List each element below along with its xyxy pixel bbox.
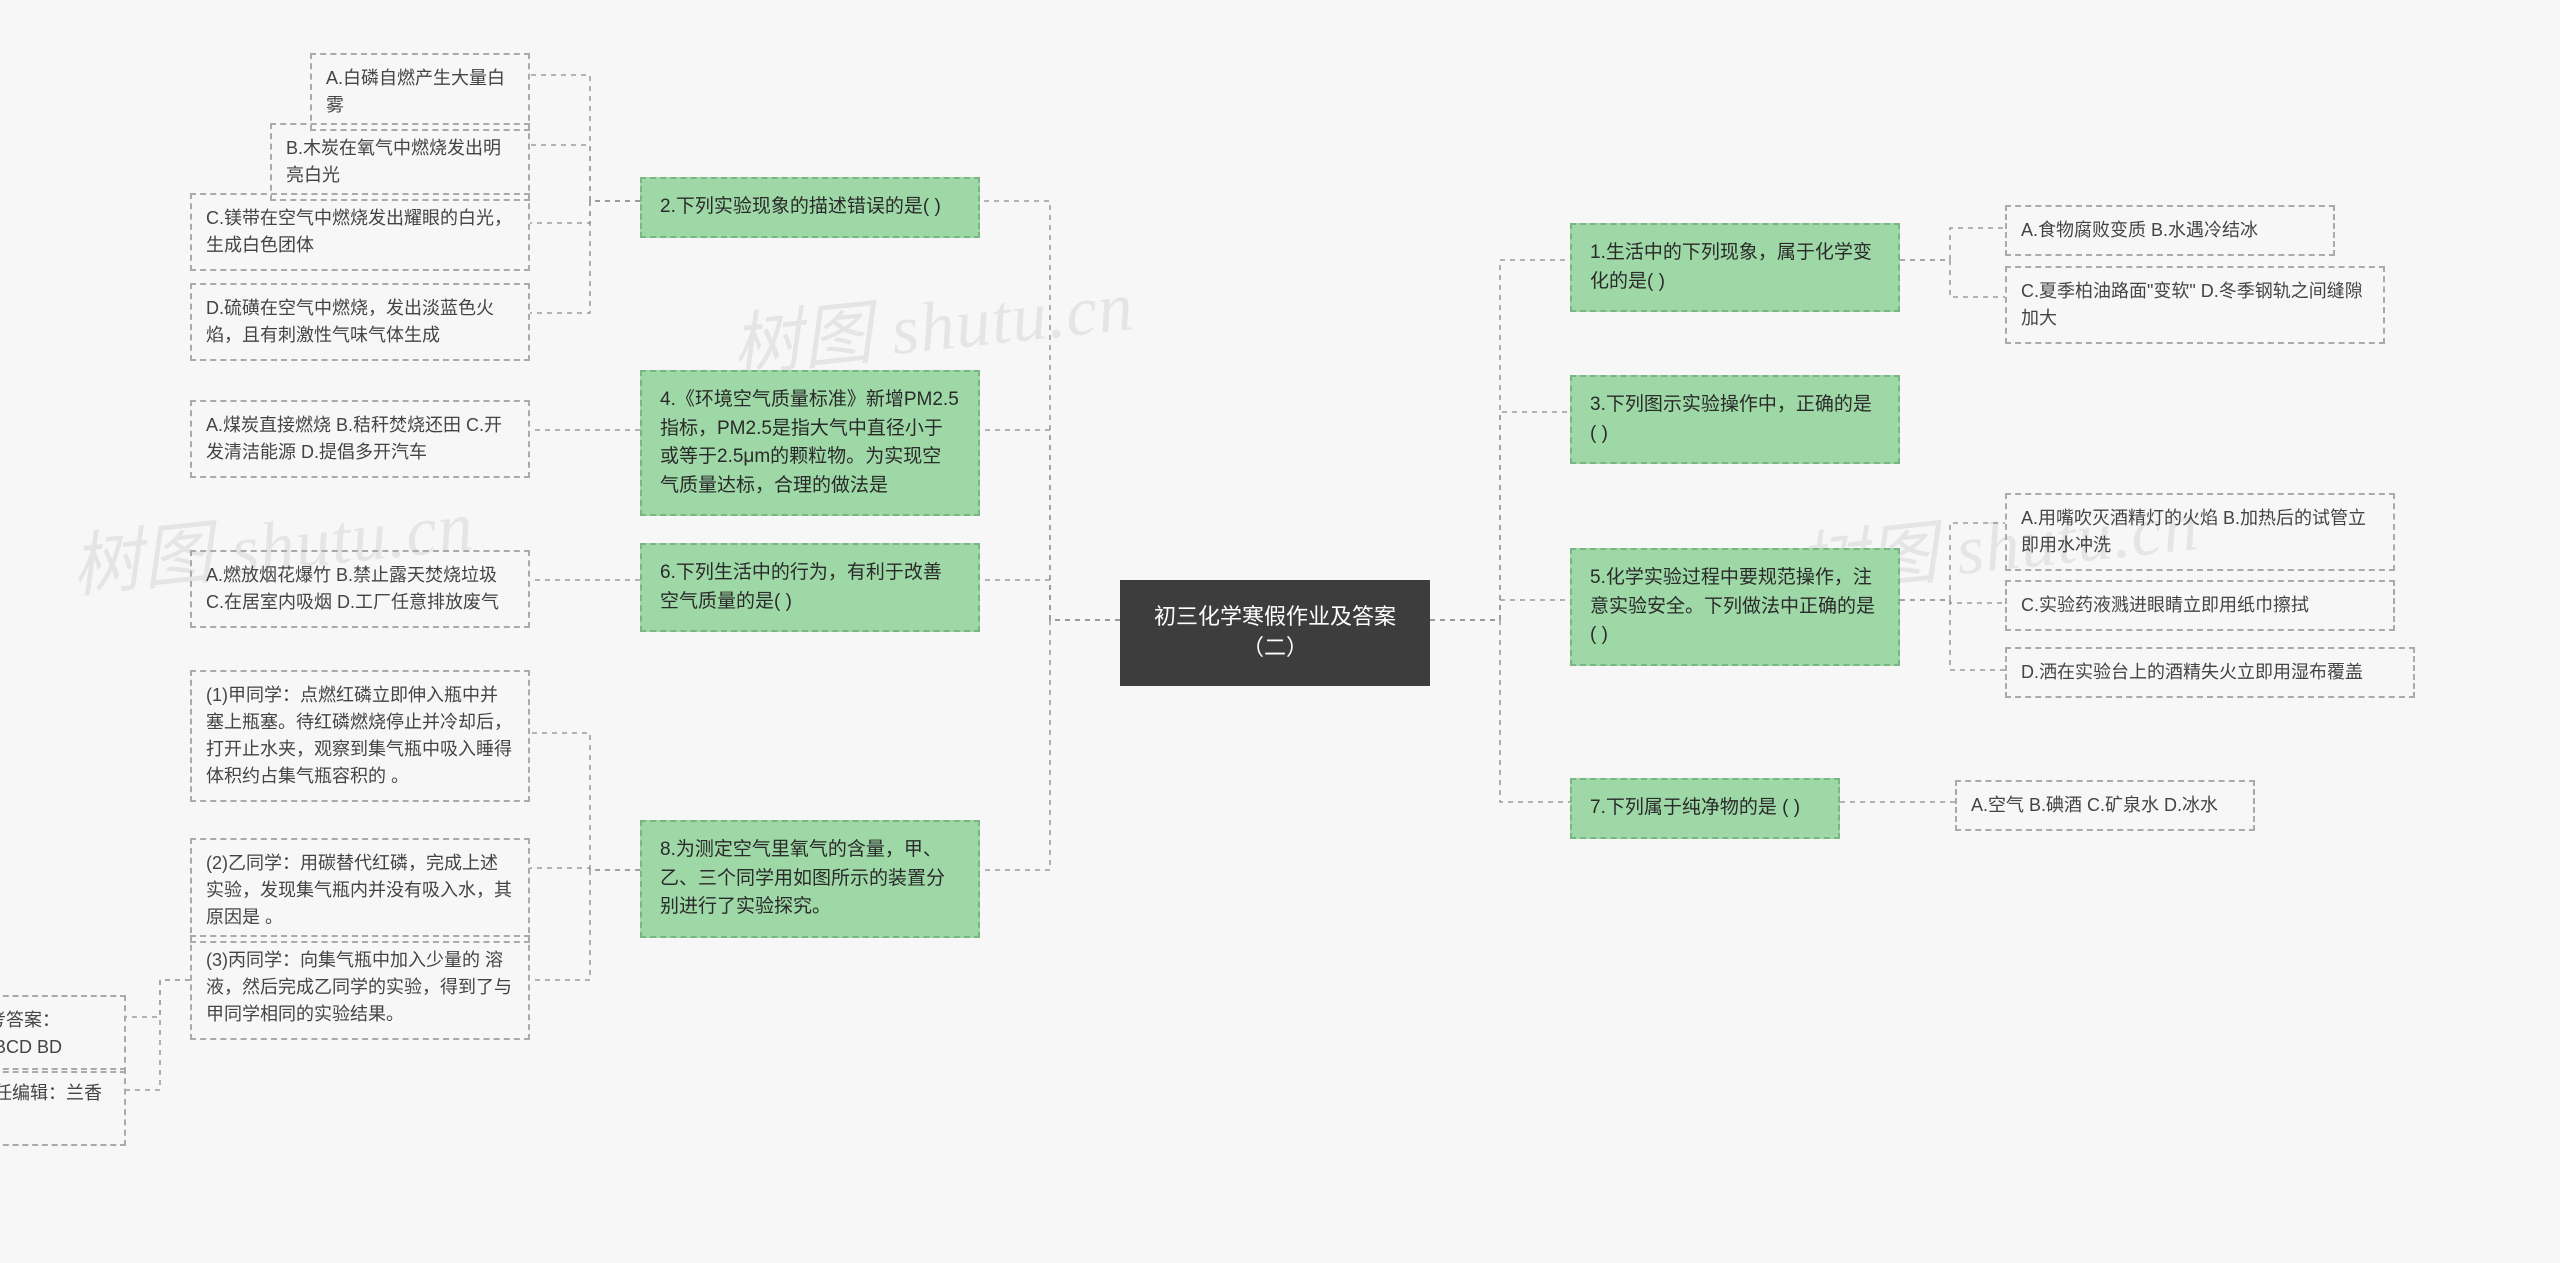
branch-q1: 1.生活中的下列现象，属于化学变化的是( ) <box>1570 223 1900 312</box>
leaf-q1-b: C.夏季柏油路面"变软" D.冬季钢轨之间缝隙加大 <box>2005 266 2385 344</box>
leaf-q2-a: A.白磷自燃产生大量白雾 <box>310 53 530 131</box>
branch-q7: 7.下列属于纯净物的是 ( ) <box>1570 778 1840 839</box>
leaf-q1-a: A.食物腐败变质 B.水遇冷结冰 <box>2005 205 2335 256</box>
leaf-q6-a: A.燃放烟花爆竹 B.禁止露天焚烧垃圾 C.在居室内吸烟 D.工厂任意排放废气 <box>190 550 530 628</box>
leaf-editor: (责任编辑：兰香子) <box>0 1068 126 1146</box>
leaf-q8-a: (1)甲同学：点燃红磷立即伸入瓶中并塞上瓶塞。待红磷燃烧停止并冷却后，打开止水夹… <box>190 670 530 802</box>
leaf-q5-a: A.用嘴吹灭酒精灯的火焰 B.加热后的试管立即用水冲洗 <box>2005 493 2395 571</box>
branch-q6: 6.下列生活中的行为，有利于改善空气质量的是( ) <box>640 543 980 632</box>
branch-q8: 8.为测定空气里氧气的含量，甲、乙、三个同学用如图所示的装置分别进行了实验探究。 <box>640 820 980 938</box>
branch-q3: 3.下列图示实验操作中，正确的是 ( ) <box>1570 375 1900 464</box>
branch-q5: 5.化学实验过程中要规范操作，注意实验安全。下列做法中正确的是( ) <box>1570 548 1900 666</box>
mindmap-canvas: 树图 shutu.cn 树图 shutu.cn 树图 shutu.cn <box>0 0 2560 1263</box>
leaf-q5-c: D.洒在实验台上的酒精失火立即用湿布覆盖 <box>2005 647 2415 698</box>
leaf-q5-b: C.实验药液溅进眼睛立即用纸巾擦拭 <box>2005 580 2395 631</box>
leaf-q8-b: (2)乙同学：用碳替代红磷，完成上述实验，发现集气瓶内并没有吸入水，其原因是 。 <box>190 838 530 943</box>
leaf-q8-c: (3)丙同学：向集气瓶中加入少量的 溶液，然后完成乙同学的实验，得到了与甲同学相… <box>190 935 530 1040</box>
branch-q2: 2.下列实验现象的描述错误的是( ) <box>640 177 980 238</box>
leaf-q4-a: A.煤炭直接燃烧 B.秸秆焚烧还田 C.开发清洁能源 D.提倡多开汽车 <box>190 400 530 478</box>
leaf-q2-c: C.镁带在空气中燃烧发出耀眼的白光，生成白色团体 <box>190 193 530 271</box>
leaf-q2-d: D.硫磺在空气中燃烧，发出淡蓝色火焰，且有刺激性气味气体生成 <box>190 283 530 361</box>
leaf-q2-b: B.木炭在氧气中燃烧发出明亮白光 <box>270 123 530 201</box>
central-node: 初三化学寒假作业及答案（二） <box>1120 580 1430 686</box>
branch-q4: 4.《环境空气质量标准》新增PM2.5指标，PM2.5是指大气中直径小于或等于2… <box>640 370 980 516</box>
leaf-q7-a: A.空气 B.碘酒 C.矿泉水 D.冰水 <box>1955 780 2255 831</box>
leaf-answer-key: 参考答案：AABCD BD <box>0 995 126 1073</box>
